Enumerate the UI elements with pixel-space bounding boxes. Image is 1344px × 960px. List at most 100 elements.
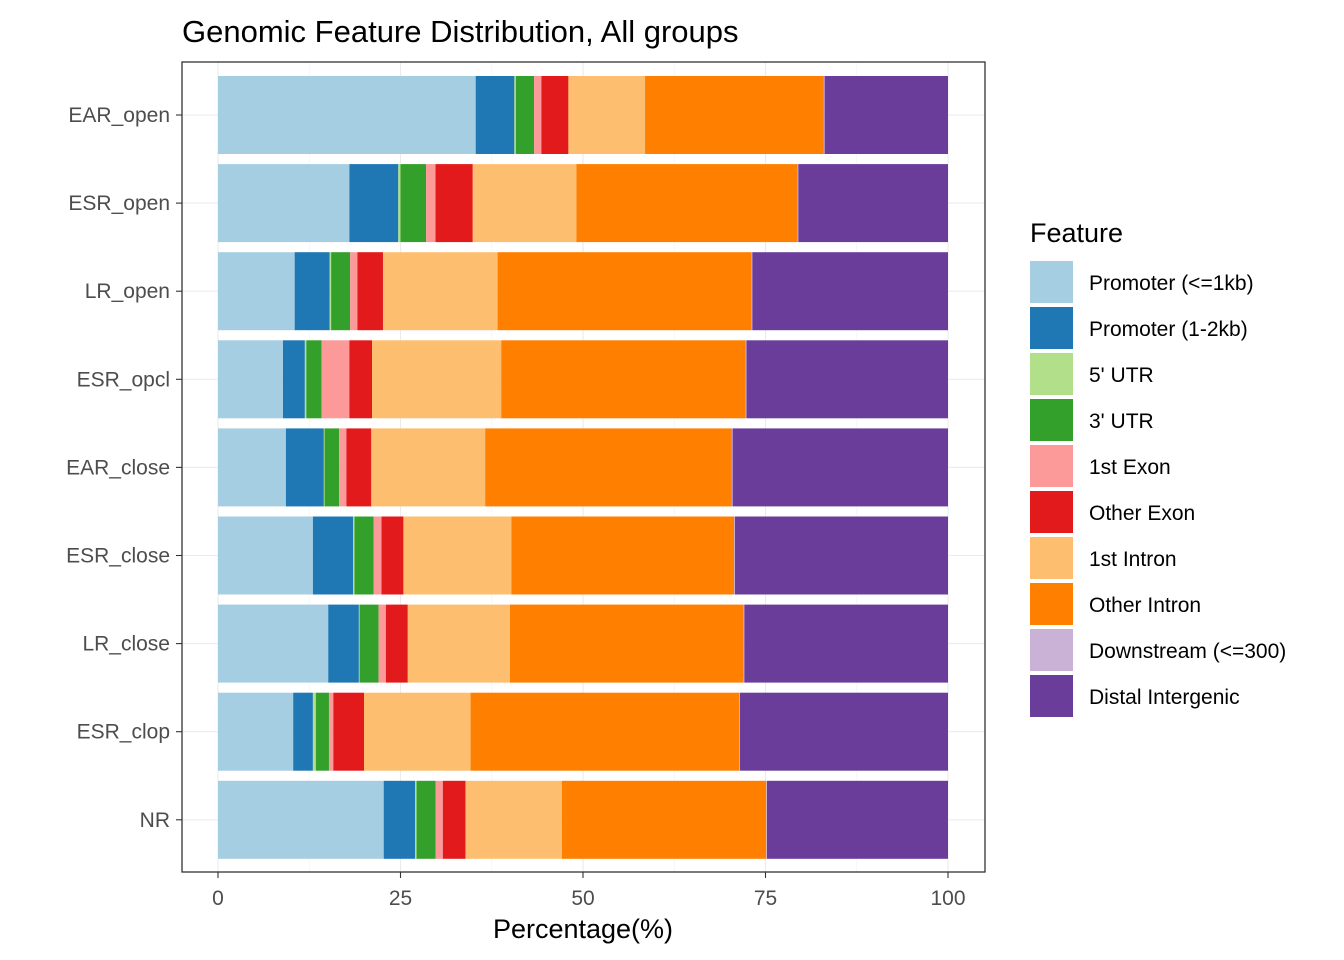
bar-segment <box>373 516 382 595</box>
bar-segment <box>353 516 355 595</box>
bar-segment <box>576 164 798 243</box>
legend-key <box>1030 629 1073 671</box>
bar-segment <box>218 76 476 154</box>
bar-segment <box>331 252 351 331</box>
bar-segment <box>435 780 443 859</box>
legend-label: 5' UTR <box>1089 364 1154 387</box>
bar-segment <box>382 252 498 331</box>
y-tick-label: ESR_clop <box>77 721 170 744</box>
legend-key <box>1030 353 1073 395</box>
bar-segment <box>372 340 502 419</box>
bar-segment <box>465 780 562 859</box>
bar-segment <box>534 76 542 154</box>
bar-segment <box>435 164 473 243</box>
bar-segment <box>312 692 316 771</box>
bar-segment <box>328 604 359 683</box>
y-tick-label: LR_close <box>82 633 170 656</box>
y-axis: EAR_open ESR_open LR_open ESR_opcl EAR_close… <box>66 104 182 832</box>
legend-key <box>1030 399 1073 441</box>
bar-segment <box>293 692 313 771</box>
bar-segment <box>751 252 753 331</box>
x-tick-label: 50 <box>571 887 594 910</box>
y-tick-label: EAR_open <box>68 104 170 127</box>
bar-segment <box>732 428 948 507</box>
legend-key <box>1030 307 1073 349</box>
bar-segment <box>752 252 948 331</box>
bar-segment <box>218 164 350 243</box>
bar-segment <box>470 692 740 771</box>
y-tick-label: ESR_opcl <box>77 368 170 391</box>
bar-segment <box>798 164 948 243</box>
bar-segment <box>746 340 948 419</box>
x-tick-label: 25 <box>389 887 412 910</box>
bar-segment <box>398 164 401 243</box>
bar-segment <box>371 428 486 507</box>
bar-segment <box>797 164 799 243</box>
bar-segment <box>321 340 350 419</box>
bar-segment <box>415 780 417 859</box>
legend-key <box>1030 537 1073 579</box>
bar-segment <box>510 604 744 683</box>
x-axis: 0 25 50 75 100 <box>212 872 966 910</box>
legend-label: Promoter (<=1kb) <box>1089 272 1254 295</box>
legend-label: Other Intron <box>1089 594 1201 617</box>
bar-segment <box>378 604 386 683</box>
bar-segment <box>745 340 747 419</box>
legend-label: Promoter (1-2kb) <box>1089 318 1248 341</box>
bar-segment <box>645 76 824 154</box>
bar-segment <box>339 428 347 507</box>
bar-segment <box>218 692 294 771</box>
bar-segment <box>218 340 283 419</box>
legend-key <box>1030 583 1073 625</box>
bar-segment <box>282 340 305 419</box>
bar-segment <box>739 692 740 771</box>
x-tick-label: 75 <box>754 887 777 910</box>
bar-segment <box>497 252 752 331</box>
bar-segment <box>304 340 307 419</box>
y-tick-label: NR <box>140 809 170 832</box>
bar-segment <box>349 340 373 419</box>
y-tick-label: ESR_close <box>66 545 170 568</box>
chart-title: Genomic Feature Distribution, All groups <box>182 14 739 49</box>
bar-segment <box>731 428 733 507</box>
bar-segment <box>515 76 535 154</box>
bar-segment <box>323 428 325 507</box>
bar-segment <box>514 76 516 154</box>
bar-segment <box>383 780 416 859</box>
bar-segment <box>364 692 471 771</box>
bars <box>218 76 948 859</box>
y-tick-label: EAR_close <box>66 456 170 479</box>
bar-segment <box>329 252 332 331</box>
bar-segment <box>766 780 948 859</box>
bar-segment <box>472 164 577 243</box>
bar-segment <box>381 516 404 595</box>
legend-key <box>1030 491 1073 533</box>
bar-segment <box>358 604 360 683</box>
bar-segment <box>357 252 383 331</box>
bar-segment <box>218 780 384 859</box>
bar-segment <box>312 516 354 595</box>
bar-segment <box>359 604 379 683</box>
bar-segment <box>416 780 436 859</box>
bar-segment <box>218 428 286 507</box>
bar-segment <box>541 76 569 154</box>
bar-segment <box>294 252 330 331</box>
bar-segment <box>511 516 735 595</box>
y-tick-label: ESR_open <box>68 192 170 215</box>
bar-segment <box>333 692 364 771</box>
legend-key <box>1030 445 1073 487</box>
bar-segment <box>734 516 948 595</box>
legend-key <box>1030 675 1073 717</box>
x-tick-label: 100 <box>930 887 965 910</box>
bar-segment <box>354 516 374 595</box>
bar-segment <box>385 604 408 683</box>
legend-label: 1st Intron <box>1089 548 1177 571</box>
bar-segment <box>485 428 732 507</box>
bar-segment <box>400 164 427 243</box>
legend-key <box>1030 261 1073 303</box>
bar-segment <box>218 252 295 331</box>
bar-segment <box>744 604 948 683</box>
bar-segment <box>315 692 329 771</box>
y-tick-label: LR_open <box>85 280 170 303</box>
bar-segment <box>739 692 948 771</box>
